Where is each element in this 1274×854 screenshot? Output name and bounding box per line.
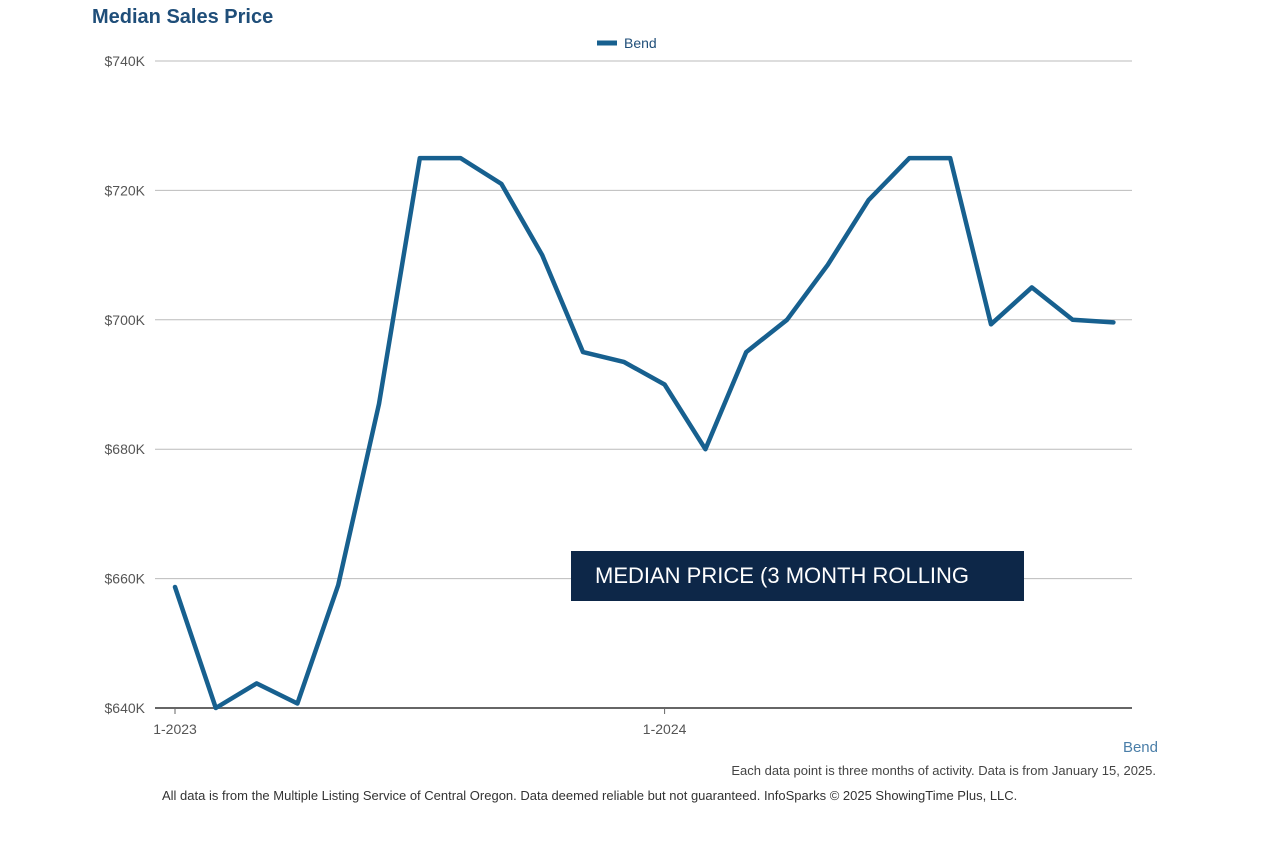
y-tick-label: $700K — [105, 312, 146, 328]
legend-label: Bend — [624, 35, 657, 51]
chart-annotation-banner: MEDIAN PRICE (3 MONTH ROLLING — [571, 551, 1024, 601]
x-tick-label: 1-2023 — [153, 721, 197, 737]
y-tick-label: $680K — [105, 441, 146, 457]
y-tick-label: $740K — [105, 53, 146, 69]
region-link-bend[interactable]: Bend — [1122, 739, 1158, 756]
legend-item-bend[interactable]: Bend — [597, 35, 657, 51]
y-axis-ticks: $640K $660K $680K $700K $720K $740K — [105, 53, 146, 716]
y-tick-label: $640K — [105, 700, 146, 716]
gridlines — [155, 60, 1132, 709]
chart-title: Median Sales Price — [92, 6, 274, 28]
y-tick-label: $720K — [105, 182, 146, 198]
x-axis-ticks: 1-2023 1-2024 — [153, 708, 687, 737]
x-tick-label: 1-2024 — [643, 721, 687, 737]
series-lines — [172, 155, 1116, 711]
data-source-disclaimer: All data is from the Multiple Listing Se… — [162, 788, 1018, 803]
series-line-bend[interactable] — [172, 155, 1116, 711]
legend[interactable]: Bend — [597, 35, 657, 51]
y-tick-label: $660K — [105, 571, 146, 587]
data-period-note: Each data point is three months of activ… — [731, 763, 1156, 778]
